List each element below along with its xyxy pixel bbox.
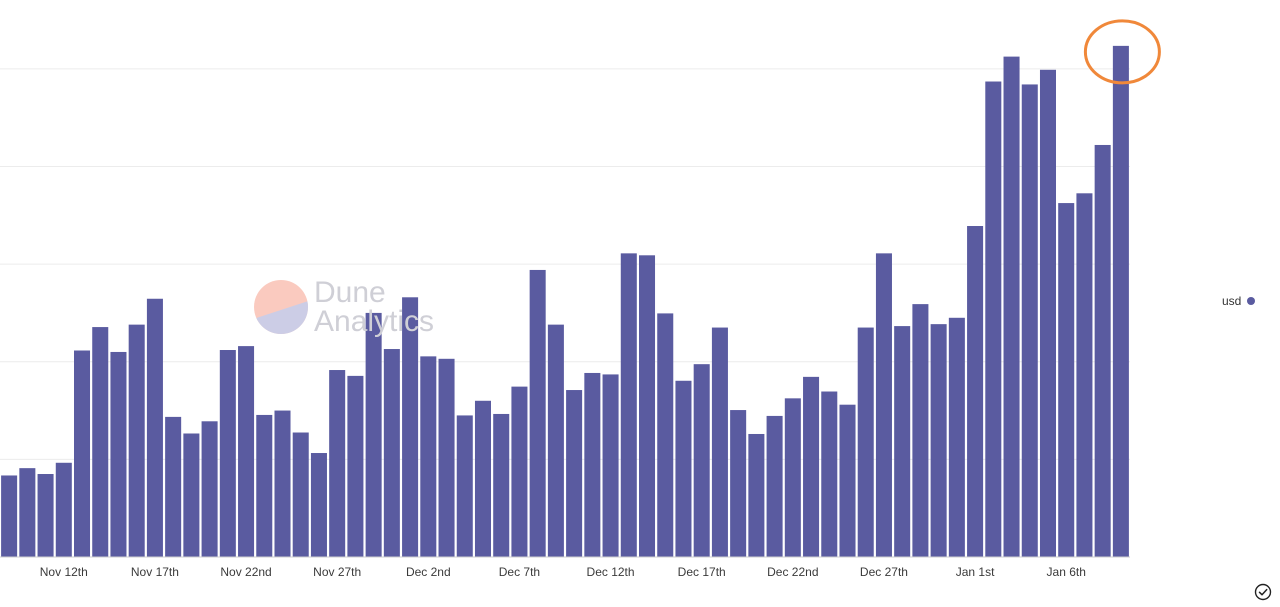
legend-dot	[1247, 297, 1256, 305]
bar[interactable]	[493, 413, 510, 557]
x-tick-label: Dec 7th	[499, 565, 540, 579]
bar[interactable]	[128, 324, 145, 557]
bar[interactable]	[1112, 45, 1129, 558]
highlight-ellipse	[1083, 19, 1161, 85]
bar[interactable]	[1021, 84, 1038, 557]
bar[interactable]	[329, 370, 346, 557]
bar[interactable]	[310, 453, 327, 557]
bar[interactable]	[803, 376, 820, 557]
bar[interactable]	[584, 372, 601, 557]
bar[interactable]	[948, 317, 965, 557]
bar[interactable]	[165, 416, 182, 557]
bar[interactable]	[693, 364, 710, 557]
bar[interactable]	[474, 400, 491, 557]
bar[interactable]	[748, 433, 765, 557]
bar[interactable]	[985, 81, 1002, 557]
bar[interactable]	[292, 432, 309, 557]
bar[interactable]	[912, 304, 929, 557]
bar[interactable]	[37, 474, 54, 557]
bar[interactable]	[1094, 144, 1111, 557]
bar[interactable]	[547, 324, 564, 557]
bar[interactable]	[730, 410, 747, 557]
bar[interactable]	[274, 410, 291, 557]
bar[interactable]	[146, 298, 163, 557]
bar[interactable]	[857, 327, 874, 557]
x-tick-label: Dec 12th	[587, 565, 635, 579]
x-tick-label: Jan 6th	[1047, 565, 1086, 579]
bar[interactable]	[529, 269, 546, 557]
x-tick-label: Nov 12th	[40, 565, 88, 579]
x-tick-label: Nov 22nd	[220, 565, 271, 579]
bar[interactable]	[19, 468, 36, 557]
x-tick-label: Dec 22nd	[767, 565, 818, 579]
bar[interactable]	[875, 253, 892, 557]
bar[interactable]	[74, 350, 91, 558]
bar[interactable]	[1, 475, 18, 557]
bar[interactable]	[821, 391, 838, 557]
x-tick-label: Dec 2nd	[406, 565, 451, 579]
x-tick-label: Dec 17th	[678, 565, 726, 579]
bar[interactable]	[92, 327, 109, 557]
bar[interactable]	[383, 349, 400, 557]
bar[interactable]	[55, 462, 72, 557]
bar[interactable]	[110, 351, 127, 557]
bar[interactable]	[347, 375, 364, 557]
bar[interactable]	[365, 312, 382, 557]
check-circle-icon[interactable]	[1254, 583, 1272, 601]
bar[interactable]	[766, 415, 783, 557]
bar[interactable]	[420, 356, 437, 557]
bar[interactable]	[201, 421, 218, 557]
bar[interactable]	[675, 380, 692, 557]
bar[interactable]	[602, 374, 619, 557]
legend-label: usd	[1222, 294, 1242, 308]
bar[interactable]	[711, 327, 728, 557]
bar[interactable]	[839, 404, 856, 557]
bar[interactable]	[456, 415, 473, 557]
bar[interactable]	[238, 346, 255, 557]
bars	[1, 45, 1129, 558]
bar[interactable]	[894, 326, 911, 557]
bar[interactable]	[620, 253, 637, 557]
x-tick-label: Nov 27th	[313, 565, 361, 579]
bar[interactable]	[1003, 56, 1020, 558]
highlight-circle	[1083, 19, 1161, 85]
bar[interactable]	[438, 358, 455, 557]
bar[interactable]	[930, 324, 947, 557]
bar[interactable]	[219, 350, 236, 557]
x-tick-label: Nov 17th	[131, 565, 179, 579]
bar[interactable]	[1039, 69, 1056, 557]
bar[interactable]	[639, 255, 656, 558]
bar[interactable]	[657, 313, 674, 557]
bar[interactable]	[566, 390, 583, 557]
legend[interactable]: usd	[1222, 294, 1256, 308]
x-tick-label: Dec 27th	[860, 565, 908, 579]
bar[interactable]	[1058, 203, 1075, 557]
bar[interactable]	[256, 414, 273, 557]
bar[interactable]	[967, 226, 984, 557]
bar[interactable]	[784, 398, 801, 557]
bar[interactable]	[511, 386, 528, 557]
bar[interactable]	[402, 297, 419, 557]
bar[interactable]	[183, 433, 200, 557]
x-tick-label: Jan 1st	[956, 565, 995, 579]
bar[interactable]	[1076, 193, 1093, 558]
x-axis-ticks: Nov 12th Nov 17th Nov 22nd Nov 27th Dec 2nd D…	[40, 565, 1086, 579]
